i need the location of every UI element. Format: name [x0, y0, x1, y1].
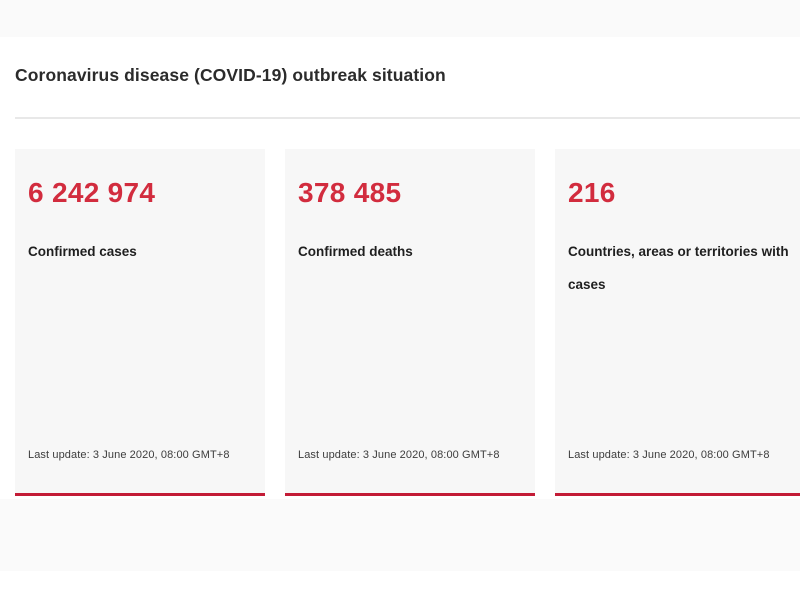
confirmed-cases-last-update: Last update: 3 June 2020, 08:00 GMT+8 [28, 449, 230, 461]
confirmed-deaths-last-update: Last update: 3 June 2020, 08:00 GMT+8 [298, 449, 500, 461]
lower-band [0, 499, 800, 571]
stats-cards-row: 6 242 974 Confirmed cases Last update: 3… [15, 149, 800, 496]
countries-with-cases-last-update: Last update: 3 June 2020, 08:00 GMT+8 [568, 449, 770, 461]
top-band [0, 0, 800, 37]
confirmed-cases-label: Confirmed cases [28, 244, 137, 259]
confirmed-deaths-value: 378 485 [298, 177, 402, 208]
countries-with-cases-label: Countries, areas or territories with cas… [568, 244, 789, 292]
page-title: Coronavirus disease (COVID-19) outbreak … [15, 65, 446, 85]
confirmed-deaths-label: Confirmed deaths [298, 244, 413, 259]
confirmed-deaths-card: 378 485 Confirmed deaths Last update: 3 … [285, 149, 535, 496]
countries-with-cases-value: 216 [568, 177, 616, 208]
outbreak-situation-section: Coronavirus disease (COVID-19) outbreak … [0, 37, 800, 571]
countries-with-cases-card: 216 Countries, areas or territories with… [555, 149, 800, 496]
title-divider [15, 117, 800, 119]
confirmed-cases-card: 6 242 974 Confirmed cases Last update: 3… [15, 149, 265, 496]
confirmed-cases-value: 6 242 974 [28, 177, 156, 208]
